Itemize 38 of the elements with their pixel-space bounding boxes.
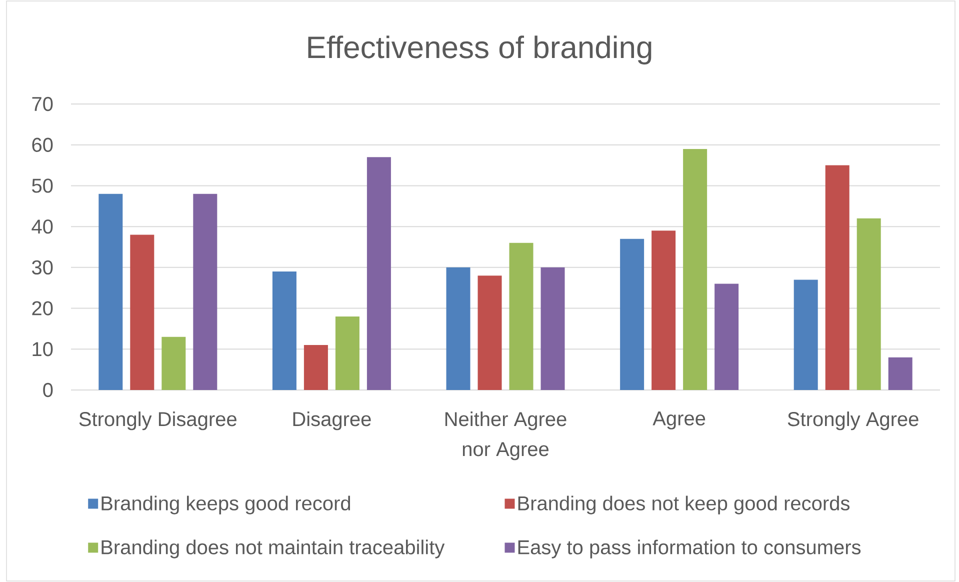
y-tick-label: 0 [43,382,53,398]
legend-label: Branding does not maintain traceability [102,540,445,558]
y-tick-label: 60 [32,138,53,152]
bar [714,284,739,390]
bar [825,165,850,390]
x-tick-label: Neither Agree nor Agree [445,412,566,460]
y-tick-label: 50 [32,178,53,193]
bar [856,218,881,390]
bar [446,267,470,390]
bar [509,242,534,390]
x-tick-label: Agree [652,412,706,430]
bar [366,157,391,390]
bar [540,267,565,390]
bar [683,148,708,390]
x-tick-label: Strongly Agree [788,412,918,430]
y-tick-label: 70 [32,96,53,112]
bar [272,272,296,390]
bar [162,336,186,390]
bar [193,194,218,390]
y-tick-label: 20 [32,301,53,316]
bar [478,276,502,390]
y-tick-label: 30 [32,260,53,275]
bar [335,316,360,390]
x-tick-label: Disagree [293,412,371,430]
chart-title: Effectiveness of branding [308,36,652,64]
bar [888,357,912,390]
legend-label: Easy to pass information to consumers [518,540,861,558]
y-tick-label: 10 [32,342,53,356]
bar [98,194,123,390]
bar [794,280,818,390]
legend-label: Branding does not keep good records [518,496,850,514]
bar [304,345,328,390]
legend-label: Branding keeps good record [102,496,350,514]
x-tick-label: Strongly Disagree [79,412,236,430]
bar [652,230,676,390]
bar [130,234,154,390]
y-tick-label: 40 [32,219,53,234]
bar [620,238,644,390]
